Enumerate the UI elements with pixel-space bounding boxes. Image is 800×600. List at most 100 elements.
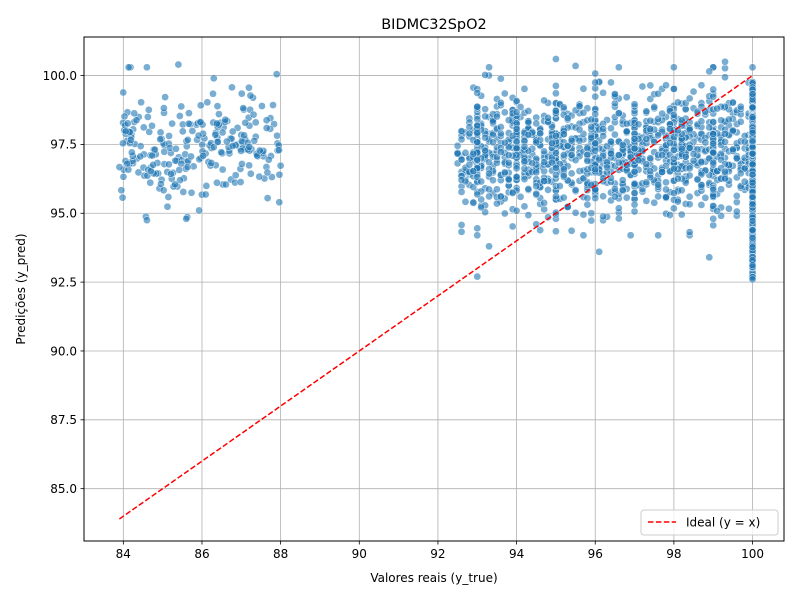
data-point xyxy=(666,211,673,218)
data-point xyxy=(167,170,174,177)
data-point xyxy=(584,195,591,202)
data-point xyxy=(176,166,183,173)
data-point xyxy=(241,132,248,139)
data-point xyxy=(121,113,128,120)
data-point xyxy=(497,148,504,155)
data-point xyxy=(466,123,473,130)
data-point xyxy=(710,140,717,147)
data-point xyxy=(478,178,485,185)
data-point xyxy=(250,111,257,118)
data-point xyxy=(525,131,532,138)
data-point xyxy=(474,191,481,198)
data-point xyxy=(497,123,504,130)
data-point xyxy=(165,193,172,200)
data-point xyxy=(560,131,567,138)
data-point xyxy=(592,195,599,202)
data-point xyxy=(521,158,528,165)
data-point xyxy=(222,116,229,123)
data-point xyxy=(702,194,709,201)
data-point xyxy=(172,145,179,152)
data-point xyxy=(148,122,155,129)
data-point xyxy=(245,84,252,91)
data-point xyxy=(670,146,677,153)
data-point xyxy=(482,106,489,113)
data-point xyxy=(474,129,481,136)
data-point xyxy=(124,120,131,127)
data-point xyxy=(686,165,693,172)
data-point xyxy=(203,182,210,189)
data-point xyxy=(474,89,481,96)
data-point xyxy=(647,168,654,175)
data-point xyxy=(470,168,477,175)
data-point xyxy=(670,205,677,212)
data-point xyxy=(670,64,677,71)
data-point xyxy=(580,232,587,239)
data-point xyxy=(474,122,481,129)
x-tick-label: 94 xyxy=(509,547,524,561)
data-point xyxy=(592,79,599,86)
data-point xyxy=(474,232,481,239)
data-point xyxy=(513,145,520,152)
x-axis-label: Valores reais (y_true) xyxy=(370,571,497,585)
data-point xyxy=(721,65,728,72)
data-point xyxy=(180,188,187,195)
data-point xyxy=(116,164,123,171)
data-point xyxy=(725,205,732,212)
data-point xyxy=(157,136,164,143)
data-point xyxy=(717,186,724,193)
data-point xyxy=(210,75,217,82)
data-point xyxy=(521,203,528,210)
data-point xyxy=(564,115,571,122)
data-point xyxy=(195,132,202,139)
data-point xyxy=(749,129,756,136)
x-tick-label: 86 xyxy=(194,547,209,561)
data-point xyxy=(219,166,226,173)
data-point xyxy=(482,134,489,141)
data-point xyxy=(474,139,481,146)
data-point xyxy=(749,193,756,200)
data-point xyxy=(120,89,127,96)
data-point xyxy=(200,152,207,159)
data-point xyxy=(149,152,156,159)
data-point xyxy=(256,147,263,154)
data-point xyxy=(229,128,236,135)
data-point xyxy=(552,193,559,200)
data-point xyxy=(706,68,713,75)
data-point xyxy=(525,119,532,126)
data-point xyxy=(714,207,721,214)
data-point xyxy=(592,93,599,100)
data-point xyxy=(497,193,504,200)
data-point xyxy=(552,90,559,97)
data-point xyxy=(568,137,575,144)
data-point xyxy=(576,137,583,144)
data-point xyxy=(584,157,591,164)
data-point xyxy=(607,125,614,132)
data-point xyxy=(169,120,176,127)
data-point xyxy=(749,104,756,111)
data-point xyxy=(497,99,504,106)
data-point xyxy=(643,197,650,204)
data-point xyxy=(548,140,555,147)
data-point xyxy=(218,149,225,156)
y-tick-label: 97.5 xyxy=(50,138,77,152)
x-tick-label: 96 xyxy=(588,547,603,561)
data-point xyxy=(710,131,717,138)
legend: Ideal (y = x) xyxy=(641,510,778,535)
data-point xyxy=(135,169,142,176)
data-point xyxy=(513,109,520,116)
data-point xyxy=(273,132,280,139)
data-point xyxy=(273,71,280,78)
data-point xyxy=(686,229,693,236)
data-point xyxy=(501,169,508,176)
data-point xyxy=(710,159,717,166)
data-point xyxy=(458,228,465,235)
data-point xyxy=(647,126,654,133)
data-point xyxy=(509,223,516,230)
data-point xyxy=(183,215,190,222)
data-point xyxy=(210,144,217,151)
data-point xyxy=(647,155,654,162)
data-point xyxy=(615,64,622,71)
data-point xyxy=(276,199,283,206)
data-point xyxy=(505,117,512,124)
data-point xyxy=(144,113,151,120)
